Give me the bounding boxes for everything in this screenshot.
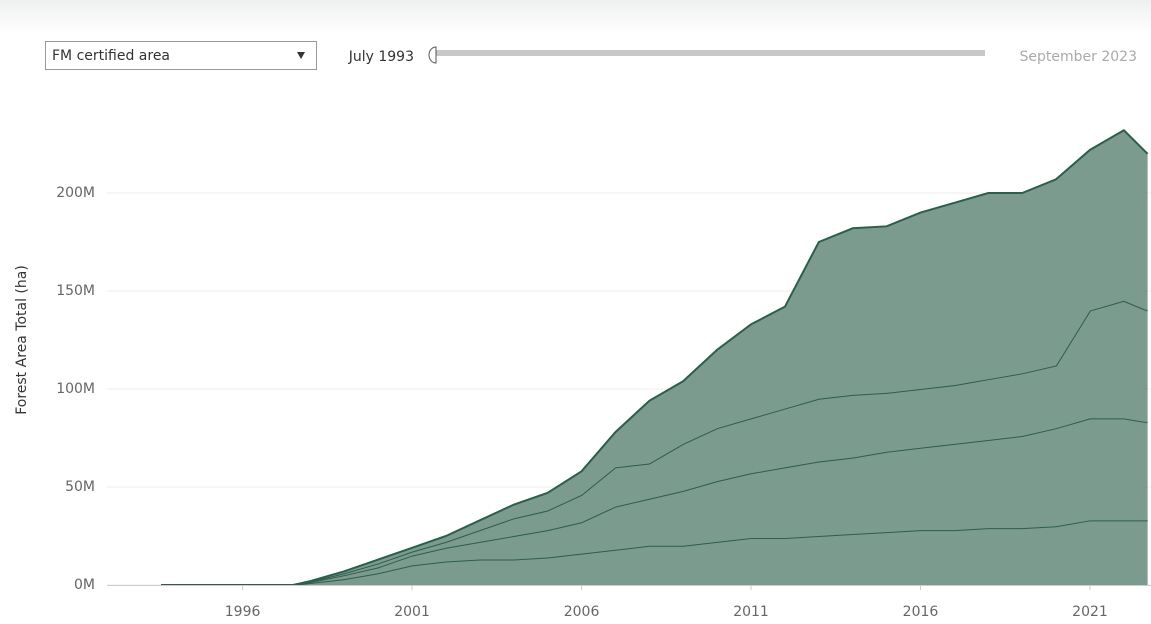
y-axis-label: Forest Area Total (ha) bbox=[14, 265, 30, 415]
dropdown[interactable]: FM certified area bbox=[45, 41, 317, 70]
dropdown-box[interactable] bbox=[45, 41, 317, 70]
area bbox=[161, 300, 1148, 585]
x-tick-label: 2021 bbox=[1072, 604, 1108, 620]
area-edge bbox=[161, 129, 1149, 586]
x-tick-label: 2001 bbox=[394, 604, 430, 620]
y-tick-label: 50M bbox=[65, 479, 95, 495]
dropdown-arrow[interactable] bbox=[297, 52, 305, 59]
y-tick-label: 0M bbox=[74, 577, 95, 593]
header-band bbox=[0, 0, 1151, 34]
y-tick-label: 150M bbox=[56, 283, 95, 299]
x-tick-label: 1996 bbox=[225, 604, 261, 620]
x-tick-label: 2011 bbox=[733, 604, 769, 620]
dropdown-text[interactable]: FM certified area bbox=[52, 48, 170, 64]
y-tick-label: 100M bbox=[56, 381, 95, 397]
x-tick-label: 2006 bbox=[564, 604, 600, 620]
range-start: July 1993 bbox=[348, 49, 414, 65]
slider-handle[interactable] bbox=[428, 46, 437, 64]
area bbox=[161, 520, 1148, 585]
range-end: September 2023 bbox=[1020, 49, 1137, 65]
y-tick-label: 200M bbox=[56, 185, 95, 201]
slider-track[interactable] bbox=[430, 50, 985, 56]
area bbox=[161, 130, 1148, 585]
x-tick-label: 2016 bbox=[903, 604, 939, 620]
area bbox=[161, 418, 1148, 585]
